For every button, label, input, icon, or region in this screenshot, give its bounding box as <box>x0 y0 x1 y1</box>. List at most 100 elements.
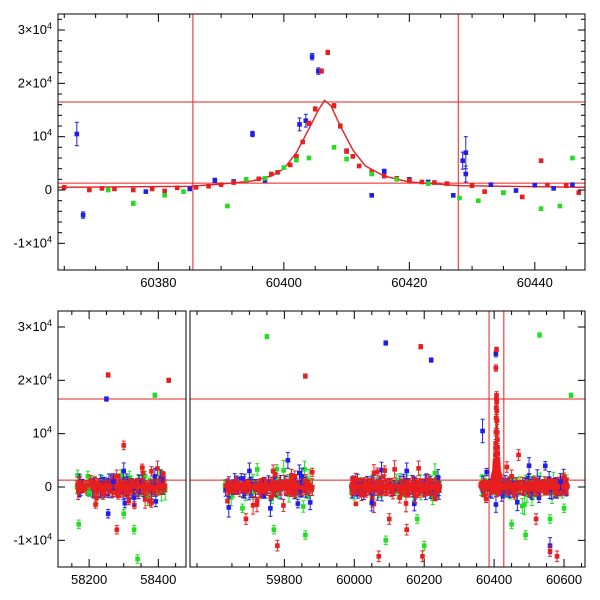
bottom-data-point-green <box>228 495 234 500</box>
bottom-data-point-red <box>136 483 141 489</box>
bottom-data-point-red <box>349 483 354 489</box>
bottom-data-point-red <box>376 485 382 490</box>
bottom-data-point-red <box>309 469 315 475</box>
bottom-data-point-green <box>118 473 124 478</box>
bottom-data-point-blue <box>379 467 384 473</box>
bottom-data-point-red <box>380 474 386 479</box>
top-data-point-green <box>243 177 249 182</box>
bottom-data-point-red <box>114 484 119 490</box>
bottom-data-point-red <box>282 481 287 487</box>
bottom-data-point-red <box>271 483 276 489</box>
bottom-data-point-red <box>125 490 130 496</box>
top-model-curve <box>58 99 585 188</box>
top-data-point-red <box>538 158 544 163</box>
bottom-data-point-green <box>302 467 307 472</box>
bottom-data-point-red <box>281 503 286 508</box>
top-data-point-blue <box>488 182 494 187</box>
bottom-data-point-red <box>434 488 439 494</box>
top-data-point-green <box>281 165 287 170</box>
bottom-data-point-red <box>149 469 154 474</box>
bottom-data-point-red <box>416 466 421 471</box>
bottom-data-point-red <box>270 468 276 474</box>
top-data-point-red <box>287 162 293 168</box>
bottom-data-point-red <box>161 471 166 477</box>
bottom-data-point-red <box>359 485 365 490</box>
top-y-tick-label: 104 <box>33 128 52 144</box>
top-data-point-blue <box>143 189 149 194</box>
top-data-point-red <box>338 123 343 129</box>
top-data-point-green <box>294 157 299 163</box>
top-data-point-red <box>444 181 450 186</box>
top-data-point-blue <box>309 54 315 59</box>
bottom-data-point-red <box>98 484 104 490</box>
top-axes-frame <box>57 13 586 271</box>
bottom-data-point-blue <box>297 470 302 476</box>
bottom-data-point-red <box>366 484 372 489</box>
bottom-data-point-red <box>353 475 358 481</box>
top-data-point-red <box>319 68 324 74</box>
top-x-tick-label: 60420 <box>391 275 427 290</box>
top-data-point-red <box>432 180 437 185</box>
bottom-data-point-blue <box>411 501 417 507</box>
bottom-data-point-red <box>134 485 140 491</box>
bottom-data-point-red <box>150 483 156 489</box>
top-data-point-red <box>563 183 569 189</box>
bottom-data-point-red <box>353 501 359 507</box>
bottom-data-point-green <box>519 503 525 509</box>
bottom-data-point-red <box>503 485 509 491</box>
bottom-data-point-red <box>512 492 517 498</box>
top-x-tick-label: 60400 <box>266 275 302 290</box>
bottom-data-point-green <box>127 475 132 481</box>
top-data-point-blue <box>551 186 556 191</box>
bottom-data-point-blue <box>515 499 520 505</box>
bottom-data-point-red <box>265 484 271 490</box>
top-data-point-green <box>130 201 136 206</box>
bottom-data-point-red <box>106 485 111 491</box>
top-data-point-blue <box>381 169 387 174</box>
bottom-data-point-red <box>118 484 124 490</box>
bottom-data-point-blue <box>493 502 499 507</box>
top-x-tick-label: 60440 <box>517 275 553 290</box>
top-data-point-red <box>306 121 312 126</box>
bottom-data-point-red <box>92 484 98 489</box>
bottom-data-point-red <box>155 466 160 471</box>
bottom-panel-full-light-curve: 58200 58400 59800 60000 60200 60400 60600-1×10… <box>13 310 586 587</box>
top-data-point-blue <box>250 131 255 137</box>
top-data-point-green <box>476 198 481 203</box>
top-y-tick-label: 3×104 <box>18 21 52 37</box>
bottom-data-point-blue <box>226 505 232 510</box>
top-data-point-red <box>519 194 525 200</box>
top-data-point-blue <box>463 150 469 155</box>
bottom-data-point-red <box>414 483 419 488</box>
bottom-data-point-red <box>229 484 235 490</box>
bottom-data-point-red <box>504 464 510 470</box>
bottom-data-point-red <box>225 498 230 504</box>
top-data-point-green <box>425 181 431 186</box>
top-data-point-blue <box>570 182 575 187</box>
top-data-point-green <box>570 155 575 161</box>
top-data-point-red <box>294 154 299 159</box>
bottom-data-point-red <box>371 470 377 476</box>
bottom-data-point-red <box>426 484 432 490</box>
bottom-data-point-red <box>399 485 405 491</box>
bottom-data-point-red <box>254 498 260 504</box>
bottom-data-point-red <box>272 471 278 477</box>
top-data-point-blue <box>212 178 218 183</box>
bottom-data-point-red <box>93 502 98 507</box>
bottom-data-point-red <box>236 483 242 488</box>
top-data-point-red <box>149 186 155 192</box>
bottom-data-point-red <box>289 472 294 478</box>
bottom-data-point-red <box>304 486 310 491</box>
bottom-data-point-blue <box>536 495 542 501</box>
bottom-data-point-red <box>232 482 238 488</box>
bottom-data-point-red <box>153 484 159 490</box>
bottom-data-point-green <box>142 473 148 479</box>
bottom-data-point-red <box>561 474 567 479</box>
top-data-point-red <box>218 182 224 187</box>
bottom-data-point-red <box>250 484 255 489</box>
top-data-point-red <box>312 106 318 112</box>
bottom-data-point-red <box>546 484 552 490</box>
top-data-point-red <box>344 148 349 154</box>
top-data-point-green <box>181 189 186 194</box>
top-data-point-green <box>344 156 349 162</box>
